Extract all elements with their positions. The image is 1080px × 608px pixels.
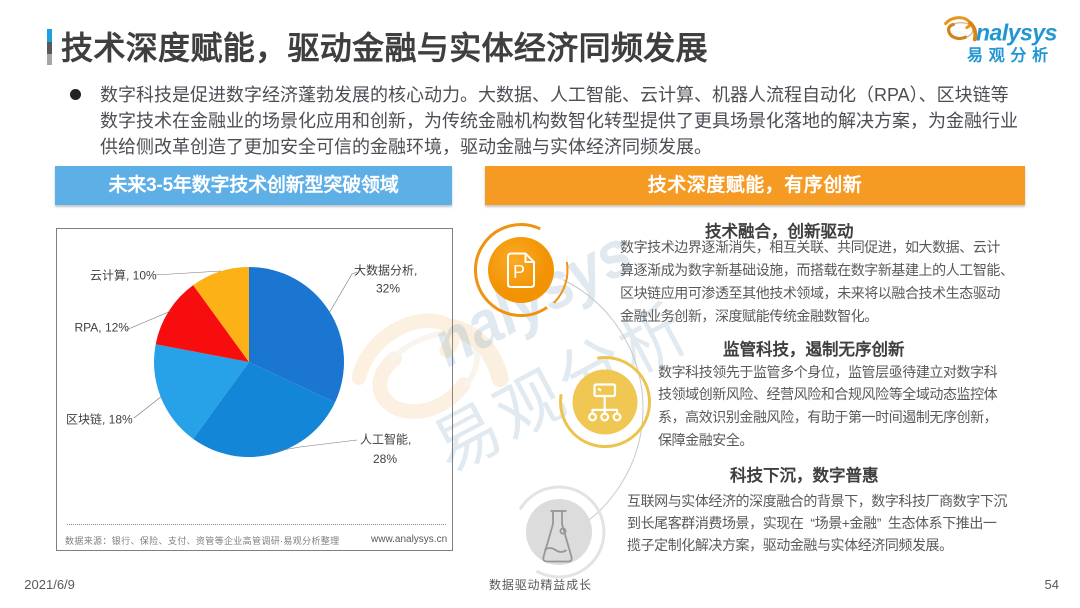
svg-text:云计算, 10%: 云计算, 10% <box>90 268 157 283</box>
svg-text:32%: 32% <box>376 282 400 296</box>
svg-text:P: P <box>513 262 525 282</box>
svg-text:nalysys: nalysys <box>976 20 1057 46</box>
svg-text:人工智能,: 人工智能, <box>360 432 411 447</box>
svg-text:大数据分析,: 大数据分析, <box>354 263 417 278</box>
svg-text:RPA, 12%: RPA, 12% <box>75 321 130 335</box>
svg-text:区块链, 18%: 区块链, 18% <box>66 412 133 427</box>
svg-text:易观分析: 易观分析 <box>967 46 1054 65</box>
svg-text:28%: 28% <box>373 452 397 466</box>
